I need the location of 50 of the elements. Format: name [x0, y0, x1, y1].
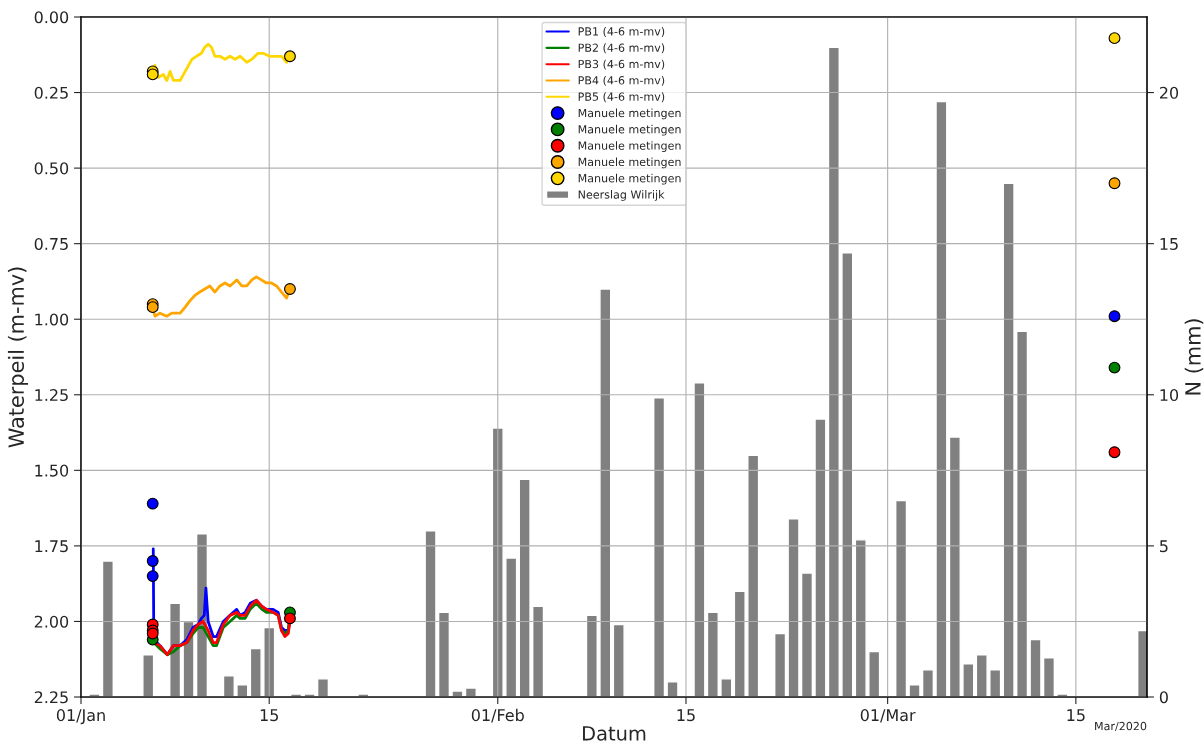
point: [284, 283, 296, 295]
legend-label: Manuele metingen: [578, 173, 681, 185]
x-tick-label: 01/Mar: [860, 709, 916, 723]
y-tick-label: 1.50: [35, 464, 69, 477]
bar: [693, 381, 706, 697]
x-tick-label: 15: [1067, 709, 1085, 722]
x-tick-label: 15: [677, 709, 695, 722]
y-tick-label: 0.00: [34, 11, 69, 24]
point: [146, 570, 159, 583]
y2-tick-label: 15: [1160, 238, 1178, 250]
legend-label: Neerslag Wilrijk: [578, 190, 665, 201]
point: [146, 555, 159, 567]
y2-axis-title: N (mm): [1184, 319, 1204, 395]
point: [146, 497, 159, 510]
y-tick-label: 1.75: [35, 540, 68, 553]
legend-label: Manuele metingen: [578, 124, 681, 136]
y-axis-title: Waterpeil (m-mv): [7, 267, 29, 448]
y-tick-label: 0.25: [34, 86, 68, 99]
bar: [612, 623, 625, 697]
y2-tick-label: 10: [1160, 388, 1179, 402]
legend-label: PB4 (4-6 m-mv): [578, 75, 665, 86]
legend-label: Manuele metingen: [578, 141, 681, 152]
text: Mar/2020: [1095, 721, 1147, 732]
x-tick-label: 01/Feb: [471, 708, 524, 723]
legend-label: Manuele metingen: [578, 157, 681, 169]
y-tick-label: 2.25: [34, 691, 68, 704]
point: [284, 50, 296, 63]
x-axis-title: Datum: [583, 726, 646, 741]
y-tick-label: 1.00: [35, 313, 69, 326]
y2-tick-label: 20: [1159, 86, 1179, 99]
y-tick-label: 0.75: [34, 237, 68, 250]
legend-label: PB5 (4-6 m-mv): [578, 92, 665, 103]
point: [1108, 446, 1121, 459]
y2-tick-label: 0: [1159, 691, 1168, 704]
point: [1108, 177, 1121, 190]
point: [1108, 310, 1121, 323]
legend-label: PB2 (4-6 m-mv): [578, 43, 665, 54]
point: [284, 612, 296, 625]
y2-tick-label: 5: [1160, 540, 1168, 553]
x-tick-label: 15: [260, 709, 278, 722]
y-tick-label: 0.50: [34, 162, 69, 175]
y-tick-label: 1.25: [35, 388, 68, 402]
point: [1108, 32, 1121, 45]
y-tick-label: 2.00: [34, 615, 69, 628]
x-tick-label: 01/Jan: [56, 709, 105, 725]
legend-label: PB3 (4-6 m-mv): [578, 59, 665, 70]
point: [1108, 361, 1121, 374]
legend-label: Manuele metingen: [578, 108, 681, 120]
legend-label: PB1 (4-6 m-mv): [578, 27, 665, 37]
bar: [142, 653, 155, 697]
